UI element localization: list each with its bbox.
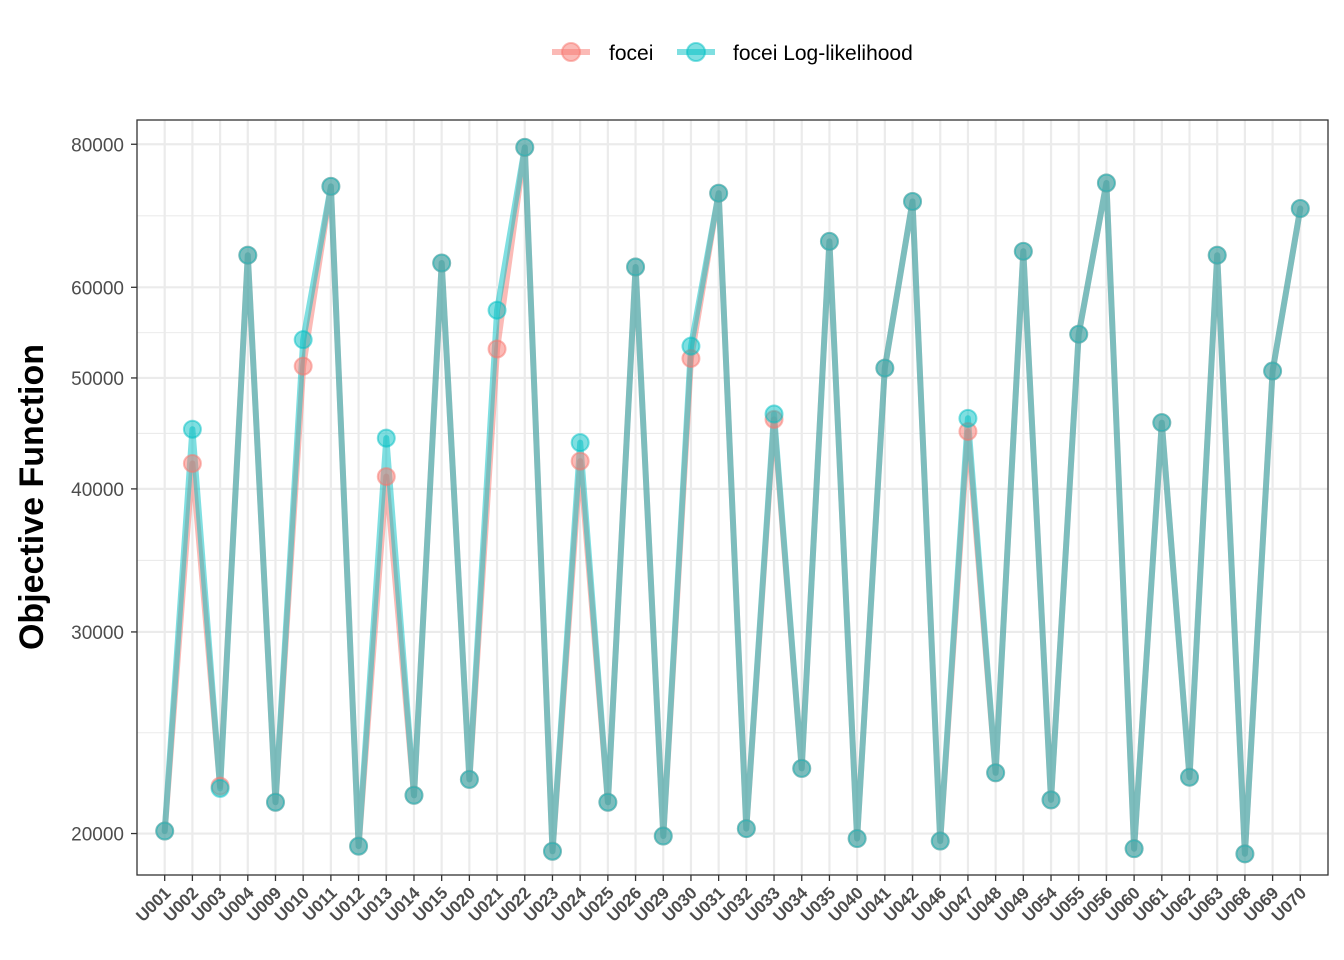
y-tick-label: 80000 [71,135,124,156]
data-point-focei-log-likelihood [903,192,923,212]
legend-label-focei: focei [609,42,653,65]
data-point-focei-log-likelihood [792,758,812,778]
x-axis: U001U002U003U004U009U010U011U012U013U014… [132,875,1310,926]
data-point-focei-log-likelihood [847,829,867,849]
data-point-focei-log-likelihood [626,257,646,277]
legend-entry-focei: focei [552,42,653,65]
data-point-focei-log-likelihood [432,253,452,273]
legend-key-point-focei-log-likelihood [686,42,706,62]
legend: focei focei Log-likelihood [552,42,913,65]
y-axis-label: Objective Function [13,344,51,650]
legend-label-focei-log-likelihood: focei Log-likelihood [733,42,913,65]
data-point-focei-log-likelihood [265,792,285,812]
series-lines [161,144,1304,857]
y-tick-label: 30000 [71,623,124,644]
data-point-focei-log-likelihood [1096,173,1116,193]
data-point-focei-log-likelihood [1180,767,1200,787]
data-point-focei [182,453,202,473]
data-point-focei-log-likelihood [681,336,701,356]
y-axis: 20000 30000 40000 50000 60000 80000 [71,135,137,846]
data-point-focei-log-likelihood [1069,324,1089,344]
data-point-focei-log-likelihood [958,408,978,428]
data-point-focei-log-likelihood [819,231,839,251]
data-point-focei-log-likelihood [1152,413,1172,433]
data-point-focei-log-likelihood [182,419,202,439]
data-point-focei-log-likelihood [349,836,369,856]
data-point-focei [376,467,396,487]
data-point-focei [293,356,313,376]
y-tick-label: 60000 [71,278,124,299]
data-point-focei-log-likelihood [487,300,507,320]
series-points [155,137,1310,864]
data-point-focei-log-likelihood [1013,241,1033,261]
data-point-focei-log-likelihood [542,841,562,861]
data-point-focei-log-likelihood [930,831,950,851]
y-tick-label: 50000 [71,369,124,390]
data-point-focei-log-likelihood [875,358,895,378]
legend-entry-focei-log-likelihood: focei Log-likelihood [677,42,913,65]
data-point-focei-log-likelihood [1124,839,1144,859]
plot-panel-border [136,119,1329,876]
data-point-focei-log-likelihood [210,778,230,798]
data-point-focei-log-likelihood [293,330,313,350]
data-point-focei-log-likelihood [376,428,396,448]
data-point-focei-log-likelihood [764,404,784,424]
data-point-focei-log-likelihood [1263,361,1283,381]
y-tick-label: 20000 [71,825,124,846]
legend-key-point-focei [561,42,581,62]
data-point-focei-log-likelihood [404,785,424,805]
data-point-focei-log-likelihood [321,176,341,196]
data-point-focei-log-likelihood [570,433,590,453]
data-point-focei-log-likelihood [1207,245,1227,265]
y-tick-label: 40000 [71,480,124,501]
data-point-focei-log-likelihood [598,792,618,812]
data-point-focei-log-likelihood [986,763,1006,783]
data-point-focei-log-likelihood [736,819,756,839]
series-line-focei-log-likelihood [161,144,1304,857]
data-point-focei-log-likelihood [1290,199,1310,219]
data-point-focei-log-likelihood [515,137,535,157]
data-point-focei-log-likelihood [155,821,175,841]
data-point-focei-log-likelihood [709,183,729,203]
data-point-focei-log-likelihood [1041,790,1061,810]
data-point-focei-log-likelihood [238,245,258,265]
data-point-focei [487,339,507,359]
data-point-focei-log-likelihood [1235,844,1255,864]
data-point-focei [570,451,590,471]
data-point-focei-log-likelihood [459,769,479,789]
data-point-focei-log-likelihood [653,826,673,846]
